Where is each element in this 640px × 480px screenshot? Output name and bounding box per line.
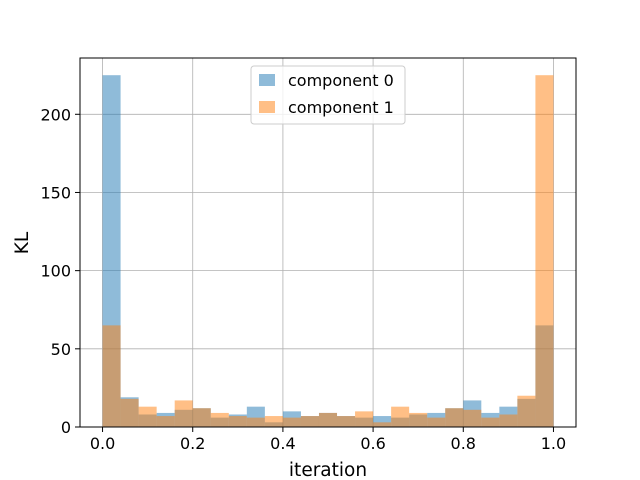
bar-component-1 (282, 417, 301, 427)
bars (102, 75, 554, 427)
bar-component-1 (210, 412, 229, 427)
bar-component-1 (355, 411, 374, 427)
bar-component-1 (318, 412, 338, 427)
legend-swatch-component-0 (259, 74, 275, 86)
y-tick-label: 100 (40, 262, 71, 281)
bar-component-1 (535, 75, 554, 427)
bar-component-1 (246, 417, 265, 427)
y-tick-label: 0 (61, 418, 71, 437)
y-tick-label: 200 (40, 105, 71, 124)
bar-component-1 (337, 416, 356, 427)
x-tick-label: 0.4 (270, 434, 295, 453)
bar-component-1 (373, 422, 392, 427)
bar-component-1 (102, 325, 121, 427)
legend-label-component-0: component 0 (288, 71, 394, 90)
legend-swatch-component-1 (259, 101, 275, 113)
y-axis-label: KL (12, 231, 33, 254)
x-tick-label: 0.8 (451, 434, 476, 453)
x-axis-ticks: 0.0 0.2 0.4 0.6 0.8 1.0 (90, 427, 566, 453)
bar-component-1 (391, 406, 410, 427)
x-axis-label: iteration (289, 460, 367, 480)
bar-component-1 (517, 395, 536, 427)
plot-frame (79, 57, 577, 428)
x-tick-label: 0.0 (90, 434, 115, 453)
bar-component-1 (264, 416, 283, 427)
bar-component-1 (138, 406, 157, 427)
y-tick-label: 150 (40, 183, 71, 202)
y-tick-label: 50 (51, 340, 71, 359)
legend-box (250, 65, 406, 125)
bar-component-1 (445, 408, 464, 427)
x-tick-label: 1.0 (541, 434, 566, 453)
bar-component-1 (481, 417, 500, 427)
bar-component-1 (463, 409, 482, 427)
bar-component-0 (373, 416, 392, 427)
bar-component-1 (300, 416, 319, 427)
legend: component 0 component 1 (250, 65, 406, 125)
bar-component-1 (228, 416, 247, 427)
bar-component-1 (427, 417, 446, 427)
bar-component-1 (409, 412, 428, 427)
bar-component-1 (120, 398, 139, 427)
x-tick-label: 0.2 (180, 434, 205, 453)
legend-label-component-1: component 1 (288, 98, 394, 117)
y-axis-ticks: 0 50 100 150 200 (40, 105, 80, 437)
x-tick-label: 0.6 (360, 434, 385, 453)
bar-component-1 (174, 400, 193, 427)
bar-component-1 (156, 416, 175, 427)
bar-component-1 (499, 414, 518, 427)
bar-component-1 (192, 408, 211, 427)
